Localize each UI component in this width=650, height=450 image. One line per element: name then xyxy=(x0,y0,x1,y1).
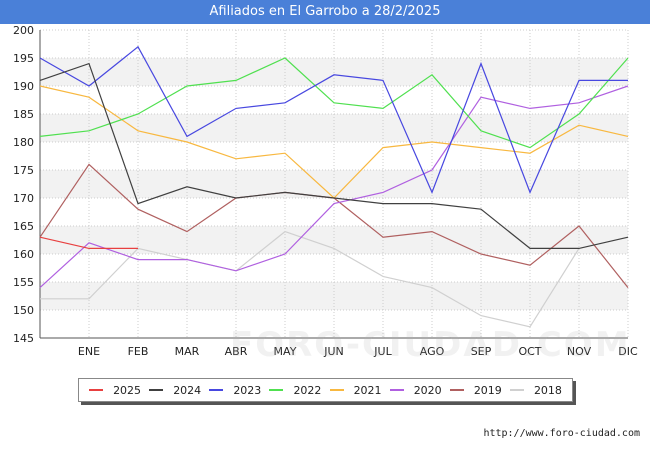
y-tick-label: 185 xyxy=(13,108,34,121)
series-line-2020 xyxy=(39,85,629,289)
series-line-2025 xyxy=(39,236,138,249)
grid-band xyxy=(40,282,628,310)
y-tick-label: 195 xyxy=(13,52,34,65)
legend-item-2020: 2020 xyxy=(389,383,442,397)
legend-item-2025: 2025 xyxy=(89,384,141,397)
y-tick-label: 170 xyxy=(13,192,34,205)
legend-swatch xyxy=(149,389,164,391)
legend-item-2023: 2023 xyxy=(209,384,261,397)
legend-label: 2023 xyxy=(233,383,262,397)
legend-swatch xyxy=(389,389,404,391)
legend-label: 2022 xyxy=(293,383,322,397)
legend-item-2019: 2019 xyxy=(449,383,502,397)
y-tick-label: 175 xyxy=(13,164,34,177)
x-tick-label: SEP xyxy=(471,345,492,358)
legend-item-2024: 2024 xyxy=(149,384,201,397)
y-tick-label: 155 xyxy=(13,276,34,289)
x-tick-label: AGO xyxy=(420,345,445,358)
legend-swatch xyxy=(509,389,524,391)
chart-legend: 2025 2024 2023 2022 2021 2020 2019 2018 xyxy=(78,378,573,402)
series-line-2022 xyxy=(39,57,629,149)
y-tick-label: 200 xyxy=(13,24,34,37)
chart-title: Afiliados en El Garrobo a 28/2/2025 xyxy=(0,0,650,24)
x-tick-label: ABR xyxy=(225,345,248,358)
y-tick-label: 145 xyxy=(13,332,34,345)
x-tick-label: OCT xyxy=(518,345,541,358)
legend-label: 2021 xyxy=(353,383,382,397)
legend-swatch xyxy=(449,389,464,391)
x-tick-label: ENE xyxy=(78,345,100,358)
legend-item-2021: 2021 xyxy=(329,383,382,397)
legend-swatch xyxy=(209,389,224,391)
legend-swatch xyxy=(269,389,284,391)
legend-item-2022: 2022 xyxy=(269,384,321,397)
x-tick-label: JUL xyxy=(373,345,392,358)
legend-label: 2025 xyxy=(113,383,142,397)
series-line-2023 xyxy=(39,45,628,194)
legend-label: 2019 xyxy=(473,383,502,397)
legend-item-2018: 2018 xyxy=(509,383,562,397)
x-tick-label: JUN xyxy=(323,345,344,358)
watermark: FORO-CIUDAD.COM xyxy=(230,325,631,365)
grid-band xyxy=(40,114,628,142)
y-tick-label: 150 xyxy=(13,304,34,317)
x-tick-label: FEB xyxy=(128,345,149,358)
y-tick-label: 180 xyxy=(13,136,34,149)
series-line-2024 xyxy=(39,62,629,249)
x-tick-label: NOV xyxy=(567,345,592,358)
legend-swatch xyxy=(89,389,104,391)
legend-label: 2018 xyxy=(533,383,562,397)
legend-label: 2020 xyxy=(413,383,442,397)
y-tick-label: 190 xyxy=(13,80,34,93)
y-tick-label: 165 xyxy=(13,220,34,233)
source-url: http://www.foro-ciudad.com xyxy=(483,428,640,439)
x-tick-label: MAR xyxy=(175,345,200,358)
legend-label: 2024 xyxy=(173,383,202,397)
x-tick-label: MAY xyxy=(274,345,297,358)
x-tick-label: DIC xyxy=(618,345,638,358)
legend-swatch xyxy=(329,389,344,391)
y-tick-label: 160 xyxy=(13,248,34,261)
